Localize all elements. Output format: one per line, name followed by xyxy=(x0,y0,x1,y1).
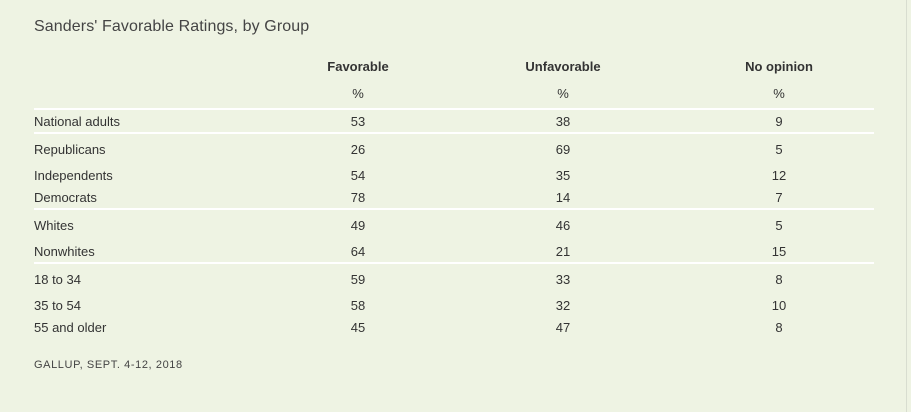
unfavorable-value: 46 xyxy=(555,217,571,233)
table-row: Independents 54 35 12 xyxy=(34,164,874,186)
favorable-value: 53 xyxy=(350,113,366,129)
no-opinion-value: 7 xyxy=(775,189,783,205)
source-note: GALLUP, SEPT. 4-12, 2018 xyxy=(34,359,183,371)
column-header-favorable: Favorable xyxy=(327,58,389,74)
group-overall: National adults 53 38 9 xyxy=(34,109,874,133)
row-label: Democrats xyxy=(34,189,97,205)
row-label: National adults xyxy=(34,113,120,129)
unit-no-opinion: % xyxy=(773,85,785,101)
table-row: National adults 53 38 9 xyxy=(34,109,874,133)
favorable-value: 59 xyxy=(350,271,366,287)
no-opinion-value: 8 xyxy=(775,271,783,287)
unit-unfavorable: % xyxy=(557,85,569,101)
group-party: Republicans 26 69 5 Independents 54 35 1… xyxy=(34,133,874,209)
table-title: Sanders' Favorable Ratings, by Group xyxy=(34,18,310,35)
favorable-value: 49 xyxy=(350,217,366,233)
no-opinion-value: 9 xyxy=(775,113,783,129)
table-row: 55 and older 45 47 8 xyxy=(34,316,874,338)
row-label: 18 to 34 xyxy=(34,271,81,287)
table-row: Nonwhites 64 21 15 xyxy=(34,240,874,263)
unfavorable-value: 14 xyxy=(555,189,571,205)
unfavorable-value: 38 xyxy=(555,113,571,129)
favorable-value: 58 xyxy=(350,297,366,313)
group-race: Whites 49 46 5 Nonwhites 64 21 15 xyxy=(34,209,874,263)
no-opinion-value: 15 xyxy=(771,243,787,259)
unfavorable-value: 32 xyxy=(555,297,571,313)
ratings-table: Favorable Unfavorable No opinion % % % N… xyxy=(34,54,874,338)
no-opinion-value: 8 xyxy=(775,319,783,335)
table-row: Democrats 78 14 7 xyxy=(34,186,874,209)
unfavorable-value: 33 xyxy=(555,271,571,287)
unfavorable-value: 69 xyxy=(555,141,571,157)
table-row: 18 to 34 59 33 8 xyxy=(34,263,874,294)
column-header-unfavorable: Unfavorable xyxy=(525,58,601,74)
table-row: Whites 49 46 5 xyxy=(34,209,874,240)
row-label: Whites xyxy=(34,217,74,233)
unfavorable-value: 47 xyxy=(555,319,571,335)
table-row: Republicans 26 69 5 xyxy=(34,133,874,164)
units-spacer xyxy=(34,78,274,109)
header-row: Favorable Unfavorable No opinion xyxy=(34,54,874,78)
unfavorable-value: 35 xyxy=(555,167,571,183)
no-opinion-value: 5 xyxy=(775,141,783,157)
units-row: % % % xyxy=(34,78,874,109)
group-column-header xyxy=(34,54,274,78)
group-age: 18 to 34 59 33 8 35 to 54 58 32 10 55 an… xyxy=(34,263,874,338)
row-label: Republicans xyxy=(34,141,106,157)
row-label: 55 and older xyxy=(34,319,107,335)
row-label: Nonwhites xyxy=(34,243,95,259)
no-opinion-value: 10 xyxy=(771,297,787,313)
no-opinion-value: 12 xyxy=(771,167,787,183)
favorable-value: 54 xyxy=(350,167,366,183)
favorable-value: 78 xyxy=(350,189,366,205)
row-label: Independents xyxy=(34,167,113,183)
column-header-no-opinion: No opinion xyxy=(745,58,813,74)
table-row: 35 to 54 58 32 10 xyxy=(34,294,874,316)
favorable-value: 26 xyxy=(350,141,366,157)
unit-favorable: % xyxy=(352,85,364,101)
favorable-value: 64 xyxy=(350,243,366,259)
no-opinion-value: 5 xyxy=(775,217,783,233)
favorable-value: 45 xyxy=(350,319,366,335)
row-label: 35 to 54 xyxy=(34,297,81,313)
unfavorable-value: 21 xyxy=(555,243,571,259)
